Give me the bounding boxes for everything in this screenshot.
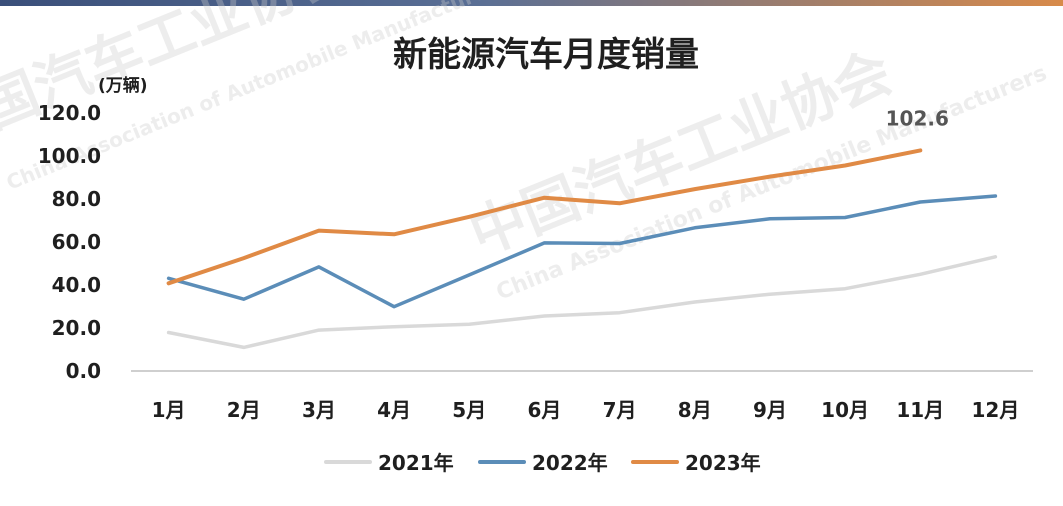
- x-tick-label: 7月: [603, 398, 637, 422]
- y-axis-ticks: 0.0 20.0 40.0 60.0 80.0 100.0 120.0: [38, 101, 101, 383]
- series-lines: [166, 148, 998, 350]
- y-tick-label: 120.0: [38, 101, 101, 125]
- y-axis-unit-label: (万辆): [98, 75, 148, 96]
- series-line-2023年: [166, 148, 923, 286]
- x-tick-label: 11月: [896, 398, 944, 422]
- data-annotations: 102.6: [886, 106, 949, 130]
- top-accent-bar: [0, 0, 1063, 6]
- x-tick-label: 5月: [452, 398, 486, 422]
- legend-label: 2023年: [685, 451, 761, 475]
- x-tick-label: 12月: [971, 398, 1019, 422]
- x-axis-ticks: 1月 2月 3月 4月 5月 6月 7月 8月 9月 10月 11月 12月: [152, 398, 1020, 422]
- x-tick-label: 4月: [377, 398, 411, 422]
- x-tick-label: 8月: [678, 398, 712, 422]
- y-tick-label: 40.0: [52, 273, 101, 297]
- x-tick-label: 6月: [527, 398, 561, 422]
- x-tick-label: 10月: [821, 398, 869, 422]
- x-tick-label: 9月: [753, 398, 787, 422]
- y-tick-label: 60.0: [52, 230, 101, 254]
- y-tick-label: 100.0: [38, 144, 101, 168]
- legend-label: 2022年: [532, 451, 608, 475]
- x-tick-label: 3月: [302, 398, 336, 422]
- legend-label: 2021年: [378, 451, 454, 475]
- legend: 2021年 2022年 2023年: [324, 451, 761, 475]
- series-line-2021年: [166, 255, 998, 350]
- x-tick-label: 1月: [152, 398, 186, 422]
- x-tick-label: 2月: [227, 398, 261, 422]
- y-tick-label: 0.0: [66, 359, 101, 383]
- chart-title: 新能源汽车月度销量: [393, 35, 699, 75]
- y-tick-label: 20.0: [52, 316, 101, 340]
- series-line-2022年: [166, 194, 998, 309]
- watermark-org-cn-left: 中国汽车工业协会: [0, 0, 361, 163]
- data-label: 102.6: [886, 106, 949, 130]
- y-tick-label: 80.0: [52, 187, 101, 211]
